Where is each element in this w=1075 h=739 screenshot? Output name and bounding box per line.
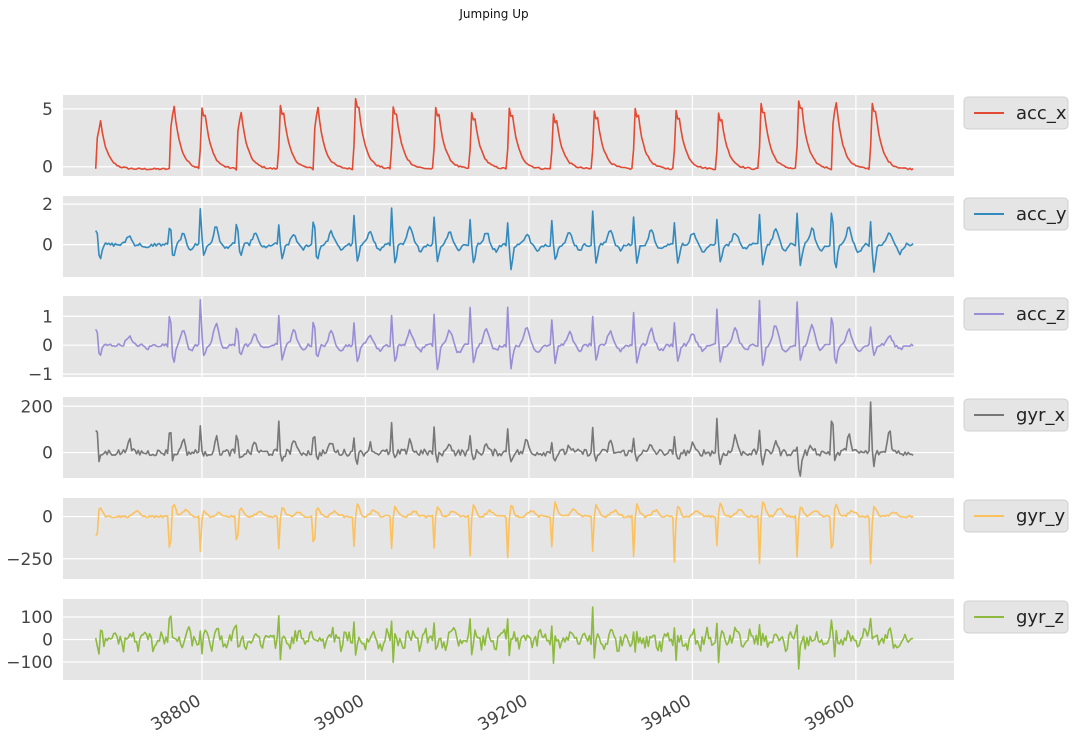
- y-tick-label: 0: [42, 158, 53, 178]
- legend-acc_y: acc_y: [963, 197, 1069, 231]
- legend-label: gyr_x: [1016, 405, 1065, 426]
- x-tick-label: 39600: [802, 691, 859, 735]
- legend-box: [963, 297, 1069, 331]
- legend-label: gyr_y: [1016, 506, 1065, 527]
- series-line-acc_x: [94, 97, 914, 171]
- panels-group: 0 5 acc_x 0 2 acc_y 1 0 −1 acc_z 0 200 gyr_x 0 −250 gyr…: [6, 95, 1069, 680]
- series-line-acc_y: [95, 207, 914, 273]
- series-line-gyr_y: [95, 501, 914, 565]
- legend-box: [963, 499, 1069, 533]
- series-line-gyr_z: [94, 606, 914, 670]
- panel-acc_z: 1 0 −1 acc_z: [28, 296, 1069, 385]
- y-tick-label: 100: [21, 608, 53, 628]
- panel-gyr_z: 100 0−100 gyr_z: [6, 599, 1069, 680]
- legend-acc_z: acc_z: [963, 297, 1069, 331]
- legend-acc_x: acc_x: [963, 96, 1069, 130]
- legend-gyr_y: gyr_y: [963, 499, 1069, 533]
- y-tick-label: 0: [42, 631, 53, 651]
- y-tick-label: 0: [42, 508, 53, 528]
- legend-box: [963, 398, 1069, 432]
- y-tick-label: 5: [42, 100, 53, 120]
- legend-label: acc_z: [1016, 304, 1065, 325]
- y-tick-label: 1: [42, 307, 53, 327]
- panel-gyr_y: 0 −250 gyr_y: [6, 498, 1069, 579]
- x-tick-label: 39000: [311, 691, 368, 735]
- y-tick-label: −250: [6, 550, 53, 570]
- x-tick-label: 39400: [638, 691, 695, 735]
- y-tick-label: 0: [42, 444, 53, 464]
- x-tick-label: 38800: [148, 691, 205, 735]
- legend-label: gyr_z: [1016, 607, 1064, 628]
- panel-gyr_x: 0 200 gyr_x: [21, 397, 1069, 478]
- legend-label: acc_x: [1016, 103, 1067, 124]
- legend-label: acc_y: [1016, 204, 1067, 225]
- series-line-gyr_x: [95, 401, 914, 477]
- legend-box: [963, 96, 1069, 130]
- panel-acc_x: 0 5 acc_x: [42, 95, 1069, 178]
- y-tick-label: 0: [42, 336, 53, 356]
- chart-title: Jumping Up: [458, 7, 528, 21]
- y-tick-label: 200: [21, 397, 53, 417]
- y-tick-label: 0: [42, 236, 53, 256]
- y-tick-label: −100: [6, 653, 53, 673]
- legend-gyr_z: gyr_z: [963, 600, 1069, 634]
- x-axis-ticks: 38800 39000 39200 39400 39600: [148, 691, 859, 735]
- series-line-acc_z: [94, 299, 914, 371]
- legend-box: [963, 600, 1069, 634]
- panel-acc_y: 0 2 acc_y: [42, 195, 1069, 277]
- legend-gyr_x: gyr_x: [963, 398, 1069, 432]
- x-tick-label: 39200: [475, 691, 532, 735]
- legend-box: [963, 197, 1069, 231]
- y-tick-label: −1: [28, 365, 53, 385]
- y-tick-label: 2: [42, 195, 53, 215]
